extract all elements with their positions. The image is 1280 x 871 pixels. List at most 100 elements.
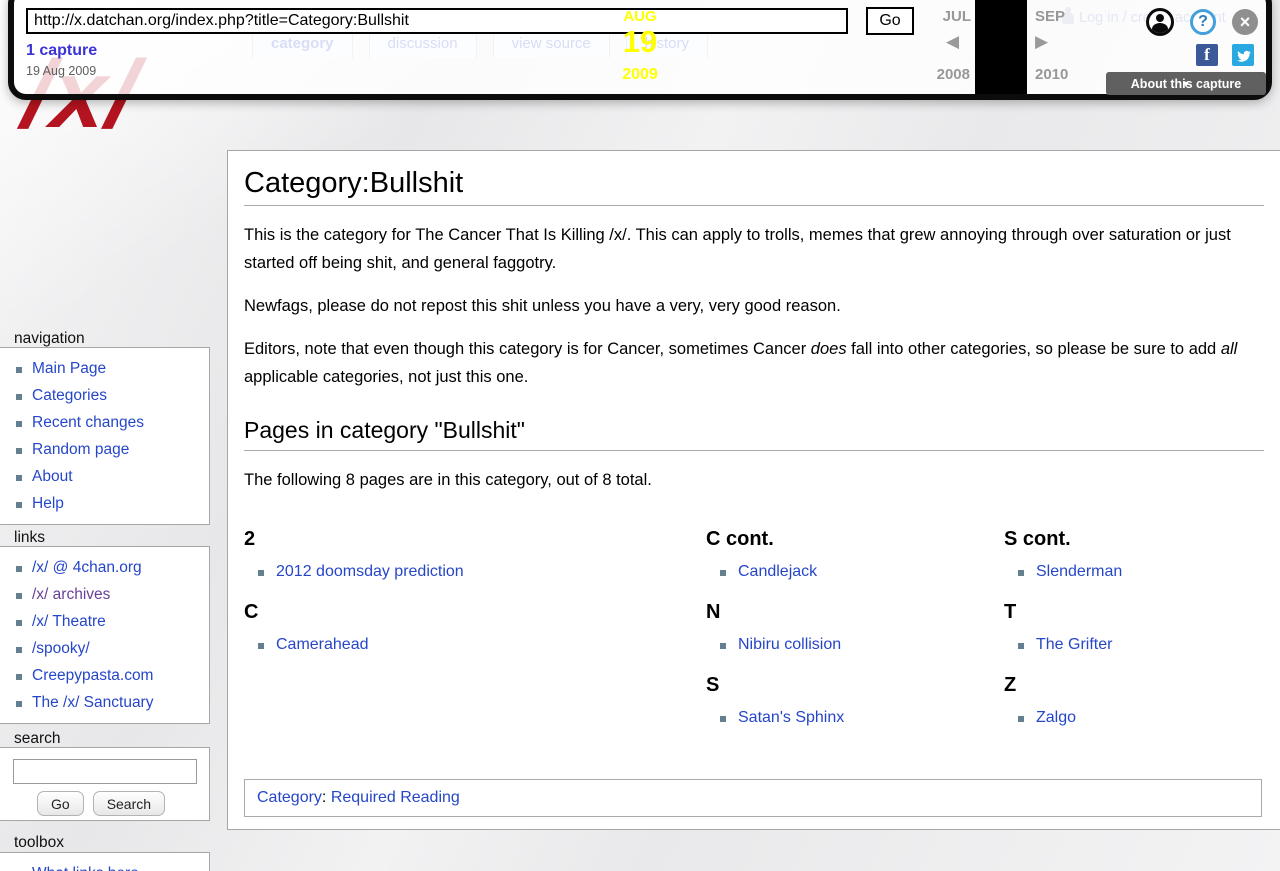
help-icon[interactable]: ? xyxy=(1190,9,1216,35)
sidebar-link[interactable]: The /x/ Sanctuary xyxy=(32,693,154,711)
timeline-highlight-strip xyxy=(975,0,1027,94)
editors-text: fall into other categories, so please be… xyxy=(846,340,1221,359)
sidebar-item-4chan[interactable]: /x/ @ 4chan.org xyxy=(0,554,209,581)
category-link-required-reading[interactable]: Required Reading xyxy=(330,789,460,807)
year-prev[interactable]: 2008 xyxy=(936,66,970,83)
toolbox-portlet-title: toolbox xyxy=(14,834,64,851)
sidebar-item-recent-changes[interactable]: Recent changes xyxy=(0,409,209,436)
sidebar-link[interactable]: Creepypasta.com xyxy=(32,666,154,684)
month-current: AUG xyxy=(623,8,657,25)
sidebar-item-archives[interactable]: /x/ archives xyxy=(0,581,209,608)
month-prev[interactable]: JUL xyxy=(942,8,971,25)
links-portlet-title: links xyxy=(14,529,46,546)
sidebar-item-creepypasta[interactable]: Creepypasta.com xyxy=(0,662,209,689)
letter-heading: S xyxy=(706,674,720,697)
twitter-share-icon[interactable] xyxy=(1232,44,1254,66)
sidebar-item-categories[interactable]: Categories xyxy=(0,382,209,409)
sidebar-link[interactable]: Random page xyxy=(32,440,130,458)
prev-capture-arrow-icon[interactable]: ◀ xyxy=(946,32,960,51)
next-capture-arrow-icon[interactable]: ▶ xyxy=(1035,32,1049,51)
category-namespace-link[interactable]: Category xyxy=(257,789,322,807)
letter-heading: 2 xyxy=(244,528,256,551)
letter-heading: C xyxy=(244,601,259,624)
editors-text: Editors, note that even though this cate… xyxy=(244,340,811,359)
page-link-slenderman[interactable]: Slenderman xyxy=(1036,563,1123,581)
wayback-toolbar: Go 1 capture 19 Aug 2009 JUL AUG SEP ◀ 1… xyxy=(8,0,1272,100)
sidebar-link[interactable]: Recent changes xyxy=(32,413,145,431)
facebook-share-icon[interactable]: f xyxy=(1196,44,1218,66)
twitter-bird-icon xyxy=(1236,50,1251,62)
sidebar-link[interactable]: Categories xyxy=(32,386,107,404)
sidebar-item-help[interactable]: Help xyxy=(0,490,209,517)
links-portlet: /x/ @ 4chan.org /x/ archives /x/ Theatre… xyxy=(0,546,210,724)
list-item[interactable]: Candlejack xyxy=(706,555,1004,589)
letter-heading: Z xyxy=(1004,674,1017,697)
letter-heading: N xyxy=(706,601,721,624)
about-this-capture-label: About this capture xyxy=(1130,76,1242,91)
newfags-paragraph: Newfags, please do not repost this shit … xyxy=(244,297,841,316)
list-item[interactable]: 2012 doomsday prediction xyxy=(244,555,706,589)
wayback-go-button[interactable]: Go xyxy=(866,7,914,35)
category-count-line: The following 8 pages are in this catego… xyxy=(244,471,652,490)
page-link-2012-doomsday-prediction[interactable]: 2012 doomsday prediction xyxy=(276,563,464,581)
list-item[interactable]: Zalgo xyxy=(1004,701,1264,735)
letter-heading: T xyxy=(1004,601,1017,624)
editors-text: applicable categories, not just this one… xyxy=(244,368,529,387)
category-column-2: C cont. Candlejack N Nibiru collision S … xyxy=(706,516,1004,735)
sidebar-link[interactable]: /spooky/ xyxy=(32,639,90,657)
capture-day: 19 xyxy=(622,24,658,59)
month-next[interactable]: SEP xyxy=(1035,8,1066,25)
category-column-1: 2 2012 doomsday prediction C Camerahead xyxy=(244,516,706,735)
search-portlet: Go Search xyxy=(0,747,210,821)
sidebar-item-spooky[interactable]: /spooky/ xyxy=(0,635,209,662)
editors-italic-all: all xyxy=(1220,340,1238,359)
list-item[interactable]: Satan's Sphinx xyxy=(706,701,1004,735)
sidebar-item-main-page[interactable]: Main Page xyxy=(0,355,209,382)
intro-paragraph: This is the category for The Cancer That… xyxy=(244,226,1231,273)
list-item[interactable]: Nibiru collision xyxy=(706,628,1004,662)
sidebar-item-what-links-here[interactable]: What links here xyxy=(0,860,209,871)
sidebar-item-about[interactable]: About xyxy=(0,463,209,490)
sidebar-item-random-page[interactable]: Random page xyxy=(0,436,209,463)
category-column-3: S cont. Slenderman T The Grifter Z Zalgo xyxy=(1004,516,1264,735)
year-current: 2009 xyxy=(622,66,658,83)
toolbox-portlet: What links here xyxy=(0,852,210,871)
close-icon[interactable]: × xyxy=(1232,9,1258,35)
page-link-candlejack[interactable]: Candlejack xyxy=(738,563,818,581)
search-button[interactable]: Search xyxy=(92,791,166,816)
catlinks-separator: : xyxy=(321,789,331,807)
sidebar-item-theatre[interactable]: /x/ Theatre xyxy=(0,608,209,635)
sidebar-link[interactable]: Main Page xyxy=(32,359,107,377)
sidebar-link[interactable]: /x/ @ 4chan.org xyxy=(32,558,142,576)
sidebar-item-sanctuary[interactable]: The /x/ Sanctuary xyxy=(0,689,209,716)
search-go-button[interactable]: Go xyxy=(37,791,84,816)
captures-link[interactable]: 1 capture xyxy=(26,42,98,59)
page-link-nibiru-collision[interactable]: Nibiru collision xyxy=(738,636,842,654)
list-item[interactable]: Camerahead xyxy=(244,628,706,662)
search-input[interactable] xyxy=(13,759,197,784)
category-footer-box: Category: Required Reading xyxy=(244,779,1262,818)
search-portlet-title: search xyxy=(14,730,61,747)
sidebar-link[interactable]: What links here xyxy=(32,865,139,871)
chevron-down-icon: ▼ xyxy=(1181,78,1191,89)
list-item[interactable]: The Grifter xyxy=(1004,628,1264,662)
sidebar-link[interactable]: /x/ archives xyxy=(32,585,111,603)
page-link-the-grifter[interactable]: The Grifter xyxy=(1036,636,1113,654)
content-area: Category:Bullshit This is the category f… xyxy=(227,150,1280,830)
editors-paragraph: Editors, note that even though this cate… xyxy=(244,335,1244,391)
page-link-zalgo[interactable]: Zalgo xyxy=(1036,709,1077,727)
page-link-satans-sphinx[interactable]: Satan's Sphinx xyxy=(738,709,845,727)
editors-italic-does: does xyxy=(810,340,847,359)
list-item[interactable]: Slenderman xyxy=(1004,555,1264,589)
page-link-camerahead[interactable]: Camerahead xyxy=(276,636,369,654)
navigation-portlet-title: navigation xyxy=(14,330,85,347)
capture-date: 19 Aug 2009 xyxy=(26,64,97,78)
sidebar-link[interactable]: About xyxy=(32,467,73,485)
about-this-capture-button[interactable]: ▼ About this capture xyxy=(1106,72,1266,95)
sidebar-link[interactable]: Help xyxy=(32,494,64,512)
wayback-url-input[interactable] xyxy=(26,8,848,34)
sidebar-link[interactable]: /x/ Theatre xyxy=(32,612,106,630)
profile-icon[interactable] xyxy=(1146,8,1174,36)
year-next[interactable]: 2010 xyxy=(1035,66,1069,83)
letter-heading: S cont. xyxy=(1004,528,1071,551)
